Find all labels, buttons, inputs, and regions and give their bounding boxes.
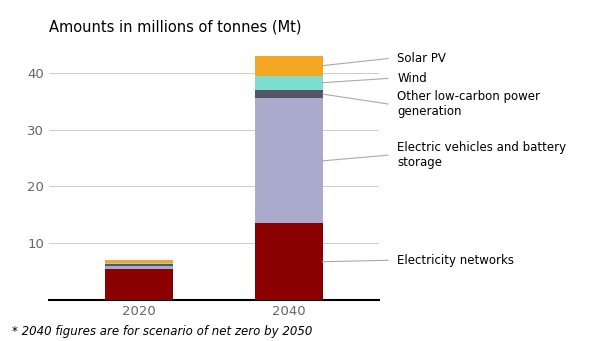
Text: Electric vehicles and battery
storage: Electric vehicles and battery storage: [397, 141, 566, 169]
Bar: [105, 266, 172, 269]
Text: Wind: Wind: [397, 72, 427, 85]
Bar: [105, 264, 172, 266]
Text: Amounts in millions of tonnes (Mt): Amounts in millions of tonnes (Mt): [49, 19, 301, 34]
Text: Solar PV: Solar PV: [397, 52, 446, 65]
Bar: [255, 56, 323, 76]
Bar: [255, 223, 323, 300]
Text: Other low-carbon power
generation: Other low-carbon power generation: [397, 90, 540, 118]
Text: * 2040 figures are for scenario of net zero by 2050: * 2040 figures are for scenario of net z…: [12, 325, 313, 338]
Bar: [255, 90, 323, 98]
Bar: [255, 98, 323, 223]
Bar: [105, 260, 172, 263]
Bar: [105, 263, 172, 264]
Bar: [255, 76, 323, 90]
Bar: [105, 269, 172, 300]
Text: Electricity networks: Electricity networks: [397, 254, 514, 267]
